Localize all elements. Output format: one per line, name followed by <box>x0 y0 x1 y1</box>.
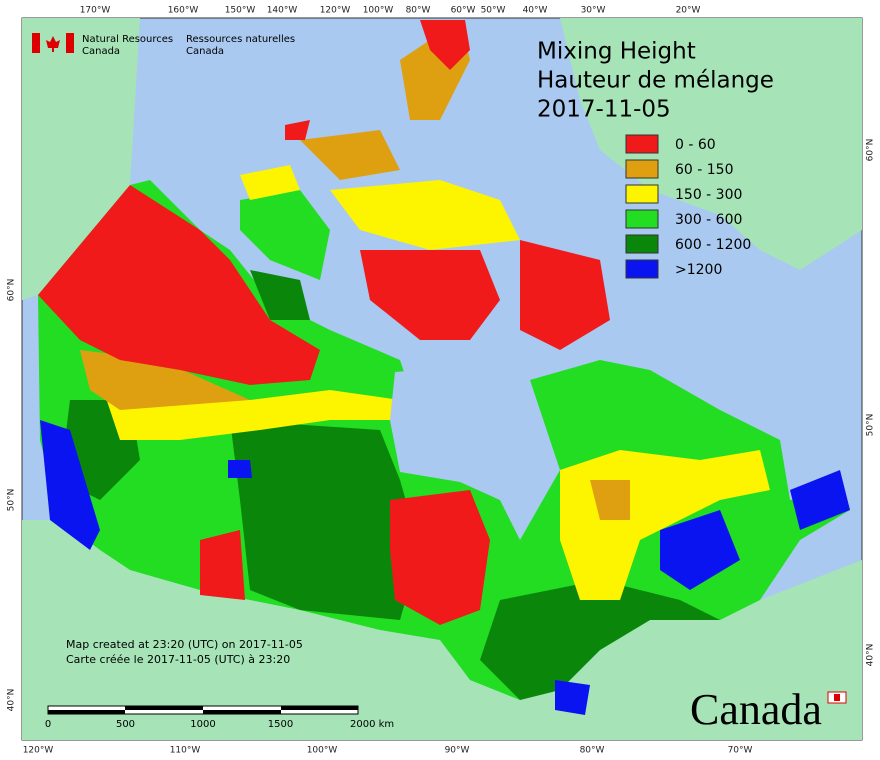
legend-swatch <box>625 184 659 204</box>
zone <box>40 420 100 550</box>
foreign-land <box>22 18 862 740</box>
longitude-label: 120°W <box>320 6 351 16</box>
longitude-label: 40°W <box>523 6 548 16</box>
zone <box>390 490 490 625</box>
longitude-label: 110°W <box>170 746 201 756</box>
longitude-label: 60°W <box>451 6 476 16</box>
zone <box>660 510 740 590</box>
zone <box>38 185 320 385</box>
greenland <box>560 18 862 270</box>
legend-label: 600 - 1200 <box>675 237 751 253</box>
note: Map created at 23:20 (UTC) on 2017-11-05 <box>66 638 303 651</box>
legend-swatch <box>625 234 659 254</box>
island <box>420 20 470 70</box>
scale-bar: 0 500 1000 1500 2000 km <box>45 705 394 730</box>
title-line: Mixing Height <box>537 39 696 65</box>
scale-label: 500 <box>116 719 135 730</box>
title-line: 2017-11-05 <box>537 97 671 123</box>
maple-leaf <box>46 36 60 52</box>
note: Carte créée le 2017-11-05 (UTC) à 23:20 <box>66 653 290 666</box>
longitude-label: 30°W <box>581 6 606 16</box>
scale-label: 1000 <box>190 719 215 730</box>
title: Mixing Height Hauteur de mélange 2017-11-0… <box>537 39 774 123</box>
zone <box>80 350 250 410</box>
bay <box>390 370 520 500</box>
flag-bar <box>66 33 74 53</box>
scale-segment <box>125 706 203 710</box>
longitude-label: 170°W <box>80 6 111 16</box>
legend-label: >1200 <box>675 262 722 278</box>
island <box>520 240 610 350</box>
island <box>240 165 300 200</box>
longitude-label: 20°W <box>676 6 701 16</box>
island <box>240 190 330 280</box>
wordmark: Canada <box>690 685 822 734</box>
scale-label: 1500 <box>268 719 293 730</box>
graticule-labels: 170°W 160°W 150°W 140°W 120°W 100°W 80°W 60°W 50… <box>7 6 876 756</box>
agency-name: Canada <box>186 46 224 57</box>
longitude-label: 50°W <box>481 6 506 16</box>
latitude-label: 40°N <box>866 644 876 667</box>
flag-bar <box>32 33 40 53</box>
longitude-label: 70°W <box>728 746 753 756</box>
zone <box>228 460 252 478</box>
scale-segment <box>48 710 125 714</box>
agency-name: Canada <box>82 46 120 57</box>
legend-swatch <box>625 209 659 229</box>
longitude-label: 100°W <box>363 6 394 16</box>
longitude-label: 80°W <box>406 6 431 16</box>
island <box>300 130 400 180</box>
alaska <box>22 18 140 300</box>
latitude-label: 50°N <box>866 414 876 437</box>
scale-label: 2000 km <box>350 719 394 730</box>
legend-label: 150 - 300 <box>675 187 742 203</box>
zone <box>590 480 630 520</box>
legend-label: 300 - 600 <box>675 212 742 228</box>
longitude-label: 90°W <box>445 746 470 756</box>
title-line: Hauteur de mélange <box>537 68 774 94</box>
scale-segment <box>281 706 358 710</box>
zone <box>480 580 720 700</box>
zone <box>200 530 245 600</box>
scale-label: 0 <box>45 719 51 730</box>
latitude-label: 50°N <box>7 489 17 512</box>
united-states <box>22 520 862 740</box>
arctic-islands <box>240 20 610 350</box>
legend-swatch <box>625 159 659 179</box>
zone <box>230 420 420 620</box>
agency-name: Ressources naturelles <box>186 34 295 45</box>
legend-label: 0 - 60 <box>675 137 716 153</box>
wordmark-leaf <box>834 694 840 701</box>
agency-name: Natural Resources <box>82 34 173 45</box>
island <box>250 270 310 320</box>
island <box>330 180 520 250</box>
legend: 0 - 60 60 - 150 150 - 300 300 - 600 600 - 12… <box>625 134 751 279</box>
legend-label: 60 - 150 <box>675 162 734 178</box>
legend-swatch <box>625 259 659 279</box>
legend-swatch <box>625 134 659 154</box>
latitude-label: 60°N <box>7 279 17 302</box>
longitude-label: 120°W <box>23 746 54 756</box>
island <box>360 250 500 340</box>
latitude-label: 60°N <box>866 139 876 162</box>
longitude-label: 140°W <box>267 6 298 16</box>
zone <box>555 680 590 715</box>
mixing-height-zones <box>38 180 850 715</box>
agency: Natural Resources Canada Ressources natu… <box>32 33 295 57</box>
latitude-label: 40°N <box>7 689 17 712</box>
island <box>285 120 310 140</box>
longitude-label: 150°W <box>225 6 256 16</box>
longitude-label: 100°W <box>307 746 338 756</box>
zone <box>790 470 850 530</box>
longitude-label: 80°W <box>580 746 605 756</box>
longitude-label: 160°W <box>168 6 199 16</box>
hudson-bay <box>390 370 520 500</box>
scale-segment <box>203 710 281 714</box>
